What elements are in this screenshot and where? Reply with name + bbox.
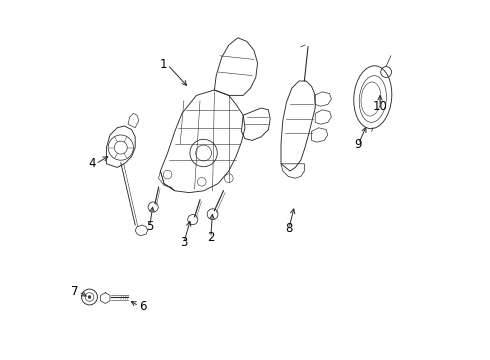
Text: 6: 6 [139,300,147,312]
Text: 9: 9 [355,138,362,150]
Text: 8: 8 [285,222,293,235]
Circle shape [88,296,91,298]
Text: 3: 3 [180,237,188,249]
Text: 7: 7 [71,285,79,298]
Text: 1: 1 [160,58,168,71]
Text: 10: 10 [372,100,388,113]
Text: 5: 5 [146,220,153,233]
Text: 2: 2 [207,231,215,244]
Text: 4: 4 [88,157,96,170]
